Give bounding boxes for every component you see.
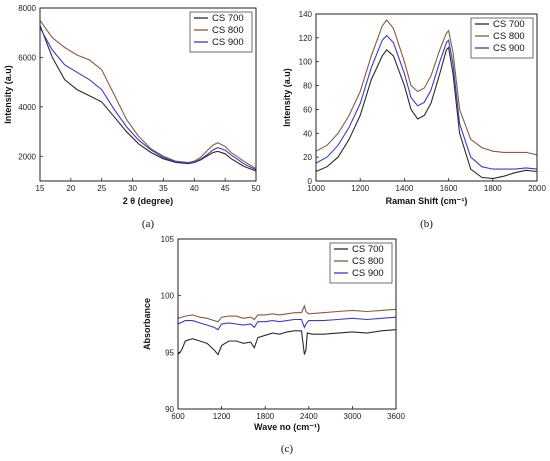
chart-panel-a: 15 20 25 30 35 40 45 50 2000 4000 6000 8000 2 θ (deg…: [3, 4, 261, 230]
y-axis-label: Intensity (a.u): [282, 68, 292, 127]
legend-box: [189, 11, 253, 53]
y-tick-label: 8000: [18, 4, 36, 13]
x-axis-label: 2 θ (degree): [123, 196, 173, 206]
panel-caption: (b): [420, 218, 433, 230]
y-tick-label: 120: [299, 34, 313, 43]
x-tick-label: 1200: [213, 412, 231, 421]
x-tick-label: 20: [66, 184, 75, 193]
plot-frame: [315, 13, 538, 182]
legend-box: [329, 242, 393, 284]
x-tick-label: 1800: [484, 184, 502, 193]
x-tick-label: 1200: [351, 184, 369, 193]
chart-panel-b: 1000 1200 1400 1600 1800 2000 0 20 40 60 80 100 120 1…: [282, 10, 546, 230]
series-line-b-2: [316, 34, 537, 170]
y-tick-label: 90: [165, 405, 174, 414]
y-tick-label: 0: [308, 177, 313, 186]
y-tick-label: 105: [161, 235, 175, 244]
legend-entry: CS 700: [352, 244, 384, 255]
panel-caption: (a): [142, 218, 155, 230]
series-line-b-1: [316, 19, 537, 156]
x-tick-label: 15: [36, 184, 45, 193]
x-tick-label: 1600: [440, 184, 458, 193]
panel-caption: (c): [281, 443, 294, 455]
y-tick-label: 4000: [18, 103, 36, 112]
chart-panel-c: 600 1200 1800 2400 3000 3600 90 95 100 105 Wave no…: [142, 235, 405, 455]
legend-entry: CS 800: [493, 31, 525, 42]
x-tick-label: 1800: [256, 412, 274, 421]
series-line-b-0: [316, 46, 537, 180]
series-line-c-0: [178, 329, 396, 356]
x-tick-label: 40: [190, 184, 199, 193]
y-tick-label: 40: [303, 129, 312, 138]
x-tick-label: 3600: [387, 412, 405, 421]
x-tick-label: 600: [171, 412, 185, 421]
x-tick-label: 2000: [528, 184, 546, 193]
x-tick-label: 2400: [300, 412, 318, 421]
y-tick-label: 100: [161, 292, 175, 301]
y-tick-label: 100: [299, 58, 313, 67]
series-line-c-2: [178, 316, 396, 331]
y-tick-label: 80: [303, 82, 312, 91]
series-line-a-1: [40, 20, 256, 170]
legend-entry: CS 900: [352, 268, 384, 279]
y-tick-label: 2000: [18, 152, 36, 161]
x-tick-label: 50: [252, 184, 261, 193]
series-line-c-1: [178, 304, 396, 323]
x-tick-label: 1000: [307, 184, 325, 193]
x-tick-label: 1400: [396, 184, 414, 193]
legend-entry: CS 800: [352, 256, 384, 267]
legend-entry: CS 900: [212, 37, 244, 48]
y-axis-label: Intensity (a.u): [3, 65, 13, 124]
x-axis-label: Wave no (cm⁻¹): [254, 422, 320, 432]
x-tick-label: 30: [128, 184, 137, 193]
y-axis-label: Absorbance: [142, 298, 152, 350]
legend-entry: CS 900: [493, 43, 525, 54]
series-line-a-2: [40, 27, 256, 171]
y-tick-label: 20: [303, 153, 312, 162]
x-tick-label: 45: [221, 184, 230, 193]
legend-entry: CS 800: [212, 25, 244, 36]
legend-box: [470, 17, 534, 59]
legend-entry: CS 700: [493, 19, 525, 30]
y-tick-label: 140: [299, 10, 313, 19]
series-line-a-0: [40, 25, 256, 172]
legend-entry: CS 700: [212, 13, 244, 24]
x-axis-label: Raman Shift (cm⁻¹): [386, 196, 468, 206]
y-tick-label: 6000: [18, 53, 36, 62]
plot-frame: [39, 7, 257, 182]
x-tick-label: 25: [97, 184, 106, 193]
y-tick-label: 60: [303, 105, 312, 114]
y-tick-label: 95: [165, 348, 174, 357]
x-tick-label: 35: [159, 184, 168, 193]
plot-frame: [177, 238, 397, 410]
x-tick-label: 3000: [344, 412, 362, 421]
